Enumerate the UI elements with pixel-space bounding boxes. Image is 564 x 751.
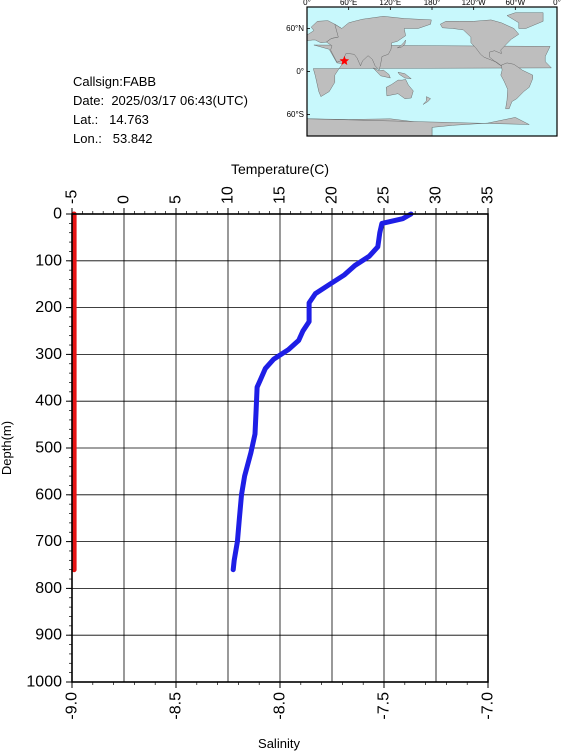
date-line: Date: 2025/03/17 06:43(UTC): [73, 91, 248, 110]
lat-label: Lat.:: [73, 112, 99, 127]
chart-axes: -5 0 5 10 15 20 25 30 35-9.0 -8.5 -8.0 -7.5 -7.00100…: [26, 186, 496, 719]
salinity-axis-label: Salinity: [258, 736, 300, 751]
australia-shape: [385, 79, 414, 99]
salinity-tick-label: -8.5: [168, 692, 185, 720]
location-star-icon: [339, 55, 350, 65]
asia-shape: [326, 16, 432, 71]
callsign-text: Callsign:FABB: [73, 74, 157, 89]
lon-value: 53.842: [112, 131, 153, 146]
lat-value: 14.763: [109, 112, 149, 127]
map-lon-tick-label: 60°W: [506, 0, 526, 7]
location-map: 0° 60°E 120°E 180° 120°W 60°W 0° 60°N 0° 60°S: [286, 0, 561, 137]
new-zealand-shape: [422, 96, 431, 105]
depth-tick-label: 300: [35, 346, 62, 363]
depth-tick-label: 900: [35, 627, 62, 644]
depth-tick-label: 700: [35, 533, 62, 550]
salinity-tick-label: -7.5: [376, 692, 393, 720]
temperature-tick-label: 10: [220, 186, 237, 204]
chart-series: [71, 211, 414, 573]
depth-axis-label: Depth(m): [0, 421, 14, 475]
temperature-tick-label: 25: [376, 186, 393, 204]
temperature-tick-label: 5: [168, 195, 185, 204]
map-lat-tick-label: 60°S: [287, 110, 304, 119]
temperature-profile-line: [230, 211, 414, 573]
temperature-tick-label: 20: [324, 186, 341, 204]
depth-tick-label: 800: [35, 580, 62, 597]
temperature-tick-label: 0: [116, 195, 133, 204]
map-lon-tick-label: 60°E: [340, 0, 357, 7]
map-lon-tick-label: 120°W: [462, 0, 487, 7]
depth-tick-label: 400: [35, 393, 62, 410]
map-lat-tick-label: 0°: [296, 67, 304, 76]
lon-label: Lon.:: [73, 131, 102, 146]
depth-tick-label: 100: [35, 252, 62, 269]
temperature-axis-label: Temperature(C): [231, 161, 329, 177]
salinity-tick-label: -8.0: [272, 692, 289, 720]
map-lat-tick-label: 60°N: [286, 24, 304, 33]
new-guinea-shape: [397, 71, 412, 79]
temperature-tick-label: 15: [272, 186, 289, 204]
indonesia-shape: [372, 67, 391, 79]
date-value: 2025/03/17 06:43(UTC): [111, 93, 248, 108]
station-info: Callsign:FABB Date: 2025/03/17 06:43(UTC…: [73, 72, 248, 148]
salinity-tick-label: -7.0: [480, 692, 497, 720]
japan-shape: [397, 39, 406, 49]
map-ticks: 0° 60°E 120°E 180° 120°W 60°W 0° 60°N 0° 60°S: [286, 0, 561, 119]
temperature-tick-label: 35: [480, 186, 497, 204]
north-america-shape: [440, 19, 520, 66]
location-marker: [339, 55, 350, 65]
map-lon-tick-label: 0°: [303, 0, 311, 7]
depth-tick-label: 0: [53, 206, 62, 223]
date-label: Date:: [73, 93, 105, 108]
map-lon-tick-label: 0°: [553, 0, 561, 7]
depth-tick-label: 200: [35, 299, 62, 316]
salinity-tick-label: -9.0: [64, 692, 81, 720]
chart-grid: [71, 213, 489, 683]
south-america-shape: [500, 62, 533, 110]
map-lon-tick-label: 180°: [424, 0, 441, 7]
depth-tick-label: 600: [35, 486, 62, 503]
temperature-tick-label: -5: [64, 190, 81, 204]
depth-tick-label: 500: [35, 440, 62, 457]
map-land: [306, 6, 558, 137]
depth-tick-label: 1000: [26, 674, 62, 691]
greenland-shape: [506, 12, 544, 29]
map-lon-tick-label: 120°E: [379, 0, 401, 7]
temperature-tick-label: 30: [428, 186, 445, 204]
lon-line: Lon.: 53.842: [73, 129, 248, 148]
lat-line: Lat.: 14.763: [73, 110, 248, 129]
